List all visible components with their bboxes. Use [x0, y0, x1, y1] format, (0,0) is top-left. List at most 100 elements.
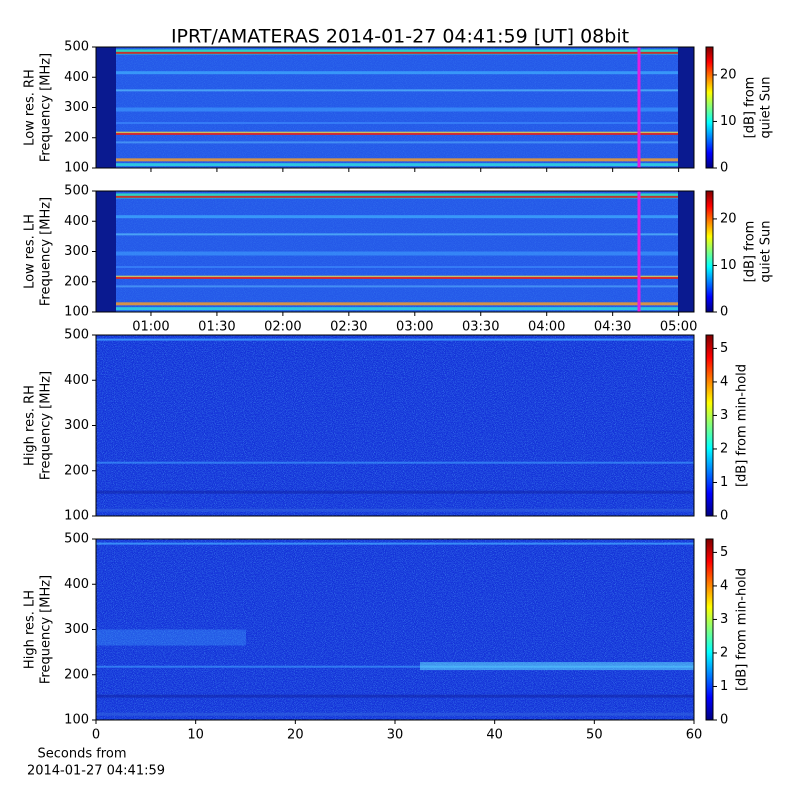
y-tick-label: 100 — [64, 509, 89, 524]
spectrogram-noise — [96, 539, 694, 720]
y-tick-label: 200 — [64, 130, 89, 145]
y-tick-label: 100 — [64, 713, 89, 728]
colorbar — [705, 334, 714, 517]
colorbar — [705, 190, 714, 313]
y-axis-label: Frequency [MHz] — [39, 371, 54, 480]
spectrogram-band — [96, 89, 694, 92]
colorbar-tick-label: 10 — [720, 114, 737, 129]
colorbar — [705, 46, 714, 169]
colorbar-tick-label: 5 — [720, 341, 728, 356]
data-gap — [96, 191, 116, 312]
spectrogram-band — [96, 508, 694, 512]
y-tick-label: 500 — [64, 328, 89, 343]
spectrogram-band — [96, 163, 694, 167]
colorbar-tick-label: 0 — [720, 509, 728, 524]
spectrogram-band — [96, 141, 694, 144]
colorbar-tick-label: 5 — [720, 545, 728, 560]
y-tick-label: 400 — [64, 577, 89, 592]
spectrogram-band — [96, 131, 694, 134]
spectrogram-band — [96, 71, 694, 75]
colorbar-tick-label: 0 — [720, 161, 728, 176]
x-tick-label: 02:30 — [330, 320, 367, 335]
spectrogram-band — [96, 251, 694, 256]
x-tick-label: 01:30 — [198, 320, 235, 335]
colorbar-tick-label: 0 — [720, 713, 728, 728]
x-tick-label: 50 — [586, 728, 603, 743]
colorbar-tick-label: 1 — [720, 679, 728, 694]
colorbar-label: quiet Sun — [759, 76, 774, 138]
spectrogram-band — [96, 338, 694, 341]
figure-title: IPRT/AMATERAS 2014-01-27 04:41:59 [UT] 0… — [171, 26, 629, 48]
x-tick-label: 10 — [187, 728, 204, 743]
y-tick-label: 200 — [64, 274, 89, 289]
data-gap — [96, 47, 116, 168]
y-tick-label: 400 — [64, 70, 89, 85]
y-tick-label: 500 — [64, 532, 89, 547]
spectrogram-band — [96, 266, 694, 269]
colorbar-label: [dB] from — [743, 77, 758, 139]
y-tick-label: 400 — [64, 214, 89, 229]
spectrogram-band — [96, 275, 694, 278]
spectrogram-band — [96, 195, 694, 198]
colorbar-tick-label: 1 — [720, 475, 728, 490]
data-gap — [678, 191, 694, 312]
colorbar-tick-label: 3 — [720, 408, 728, 423]
x-tick-label: 04:00 — [528, 320, 565, 335]
spectrogram-band — [96, 694, 694, 698]
spectrogram-band — [96, 276, 694, 279]
spectrogram-band — [96, 307, 694, 311]
y-axis-label: Frequency [MHz] — [39, 575, 54, 684]
spectrogram-band — [96, 51, 694, 54]
y-tick-label: 200 — [64, 463, 89, 478]
y-tick-label: 300 — [64, 244, 89, 259]
x-tick-label: 05:00 — [660, 320, 697, 335]
y-tick-label: 200 — [64, 667, 89, 682]
y-tick-label: 300 — [64, 418, 89, 433]
burst-band — [96, 629, 246, 646]
burst-band — [420, 662, 694, 671]
colorbar-label: [dB] from — [743, 221, 758, 283]
colorbar-tick-label: 0 — [720, 305, 728, 320]
colorbar — [705, 538, 714, 721]
spectrogram-band — [96, 712, 694, 716]
x-tick-label: 20 — [287, 728, 304, 743]
spectrogram-band — [96, 302, 694, 306]
x-axis-label: Seconds from — [37, 747, 126, 762]
spectrogram-band — [96, 665, 694, 668]
colorbar-tick-label: 4 — [720, 578, 728, 593]
y-axis-label: High res. LH — [23, 590, 38, 669]
y-tick-label: 100 — [64, 161, 89, 176]
spectrogram-band — [96, 215, 694, 219]
colorbar-tick-label: 2 — [720, 441, 728, 456]
colorbar-tick-label: 10 — [720, 258, 737, 273]
y-axis-label: Low res. LH — [23, 214, 38, 289]
colorbar-tick-label: 4 — [720, 374, 728, 389]
panel: 100 200 300 400 500 High res. RH Frequency [MH… — [23, 328, 750, 524]
spectrogram-band — [96, 490, 694, 494]
colorbar-label: [dB] from min-hold — [735, 568, 750, 691]
spectrogram-band — [96, 542, 694, 545]
y-axis-label: Frequency [MHz] — [39, 197, 54, 306]
spectrogram-band — [96, 122, 694, 125]
y-tick-label: 500 — [64, 40, 89, 55]
x-tick-label: 40 — [486, 728, 503, 743]
colorbar-tick-label: 20 — [720, 211, 737, 226]
data-gap — [678, 47, 694, 168]
spectrogram-band — [96, 461, 694, 464]
colorbar-tick-label: 3 — [720, 612, 728, 627]
spectrogram-band — [96, 285, 694, 288]
spectrogram-band — [96, 158, 694, 162]
colorbar-tick-label: 20 — [720, 67, 737, 82]
spectrogram-band — [96, 107, 694, 112]
spectrogram-band — [96, 233, 694, 236]
x-axis-label: 2014-01-27 04:41:59 — [27, 764, 165, 779]
colorbar-label: quiet Sun — [759, 220, 774, 282]
spectrogram-noise — [96, 335, 694, 516]
colorbar-tick-label: 2 — [720, 645, 728, 660]
panel: 100 200 300 400 500 High res. LH Frequency [MH… — [23, 532, 750, 728]
y-tick-label: 100 — [64, 305, 89, 320]
y-tick-label: 300 — [64, 100, 89, 115]
x-tick-label: 04:30 — [594, 320, 631, 335]
